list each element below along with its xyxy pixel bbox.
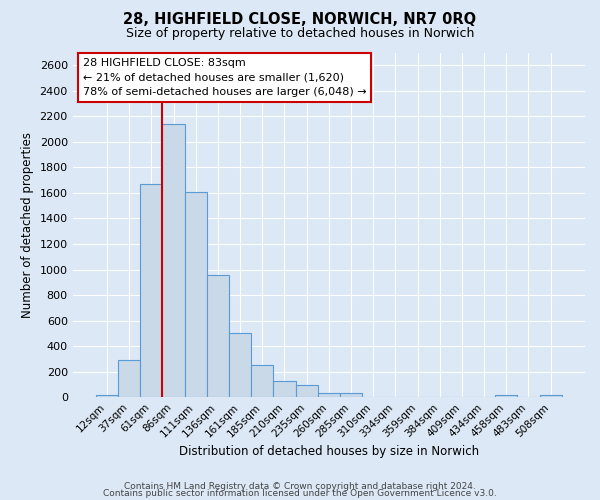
Bar [473, 396, 495, 397]
Bar [428, 396, 451, 397]
Bar [140, 184, 163, 397]
X-axis label: Distribution of detached houses by size in Norwich: Distribution of detached houses by size … [179, 444, 479, 458]
Bar [539, 394, 562, 397]
Bar [274, 382, 296, 397]
Bar [96, 394, 118, 397]
Bar [340, 394, 362, 397]
Bar [517, 396, 539, 397]
Bar [185, 192, 207, 397]
Bar [451, 396, 473, 397]
Bar [362, 396, 384, 397]
Bar [296, 385, 318, 397]
Bar [251, 366, 274, 397]
Text: Contains public sector information licensed under the Open Government Licence v3: Contains public sector information licen… [103, 490, 497, 498]
Bar [163, 124, 185, 397]
Bar [406, 396, 428, 397]
Text: 28, HIGHFIELD CLOSE, NORWICH, NR7 0RQ: 28, HIGHFIELD CLOSE, NORWICH, NR7 0RQ [124, 12, 476, 28]
Y-axis label: Number of detached properties: Number of detached properties [21, 132, 34, 318]
Text: Contains HM Land Registry data © Crown copyright and database right 2024.: Contains HM Land Registry data © Crown c… [124, 482, 476, 491]
Bar [207, 274, 229, 397]
Bar [118, 360, 140, 397]
Text: Size of property relative to detached houses in Norwich: Size of property relative to detached ho… [126, 28, 474, 40]
Bar [384, 396, 406, 397]
Text: 28 HIGHFIELD CLOSE: 83sqm
← 21% of detached houses are smaller (1,620)
78% of se: 28 HIGHFIELD CLOSE: 83sqm ← 21% of detac… [83, 58, 367, 98]
Bar [229, 332, 251, 397]
Bar [495, 394, 517, 397]
Bar [318, 394, 340, 397]
